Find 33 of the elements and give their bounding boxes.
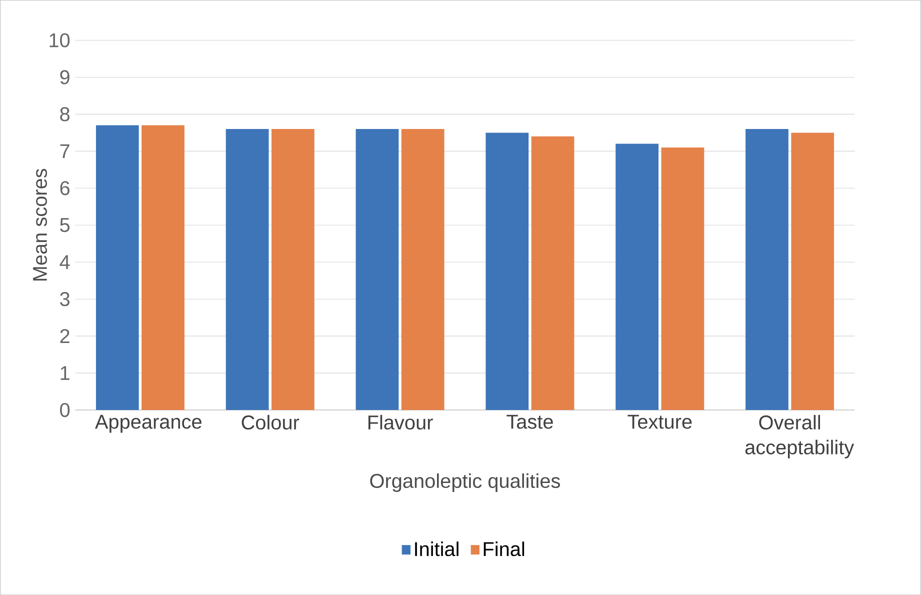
y-tick-label: 6 xyxy=(60,181,70,196)
bar xyxy=(96,125,139,410)
bar xyxy=(746,128,788,410)
y-tick-label: 9 xyxy=(60,70,70,84)
x-tick-label: Taste xyxy=(506,414,553,429)
y-tick-label: 10 xyxy=(50,33,70,48)
y-tick-label: 5 xyxy=(60,218,70,232)
legend-label: Final xyxy=(484,541,524,556)
y-tick-label: 0 xyxy=(60,402,70,417)
legend-label: Initial xyxy=(415,541,458,556)
x-axis-title: Organoleptic qualities xyxy=(370,473,560,492)
bar xyxy=(531,136,574,410)
bar xyxy=(272,128,314,410)
y-tick-label: 3 xyxy=(60,292,70,306)
bar xyxy=(661,147,704,410)
bar xyxy=(486,132,529,410)
bar xyxy=(791,132,834,410)
x-tick-label: Colour xyxy=(242,414,300,430)
y-axis-title: Mean scores xyxy=(33,168,48,280)
y-tick-label: 4 xyxy=(60,255,70,269)
x-tick-label: Overall acceptability xyxy=(745,414,854,458)
x-tick-label: Appearance xyxy=(94,414,202,433)
bar xyxy=(226,128,269,410)
y-tick-label: 8 xyxy=(60,107,70,122)
x-tick-label: Texture xyxy=(628,414,692,429)
x-tick-label: Flavour xyxy=(368,414,433,430)
bar xyxy=(401,128,444,410)
bar xyxy=(142,125,184,410)
y-tick-label: 7 xyxy=(60,144,70,158)
bar xyxy=(356,128,399,410)
y-tick-label: 2 xyxy=(60,329,70,343)
y-tick-label: 1 xyxy=(60,366,70,380)
bar xyxy=(616,144,658,410)
